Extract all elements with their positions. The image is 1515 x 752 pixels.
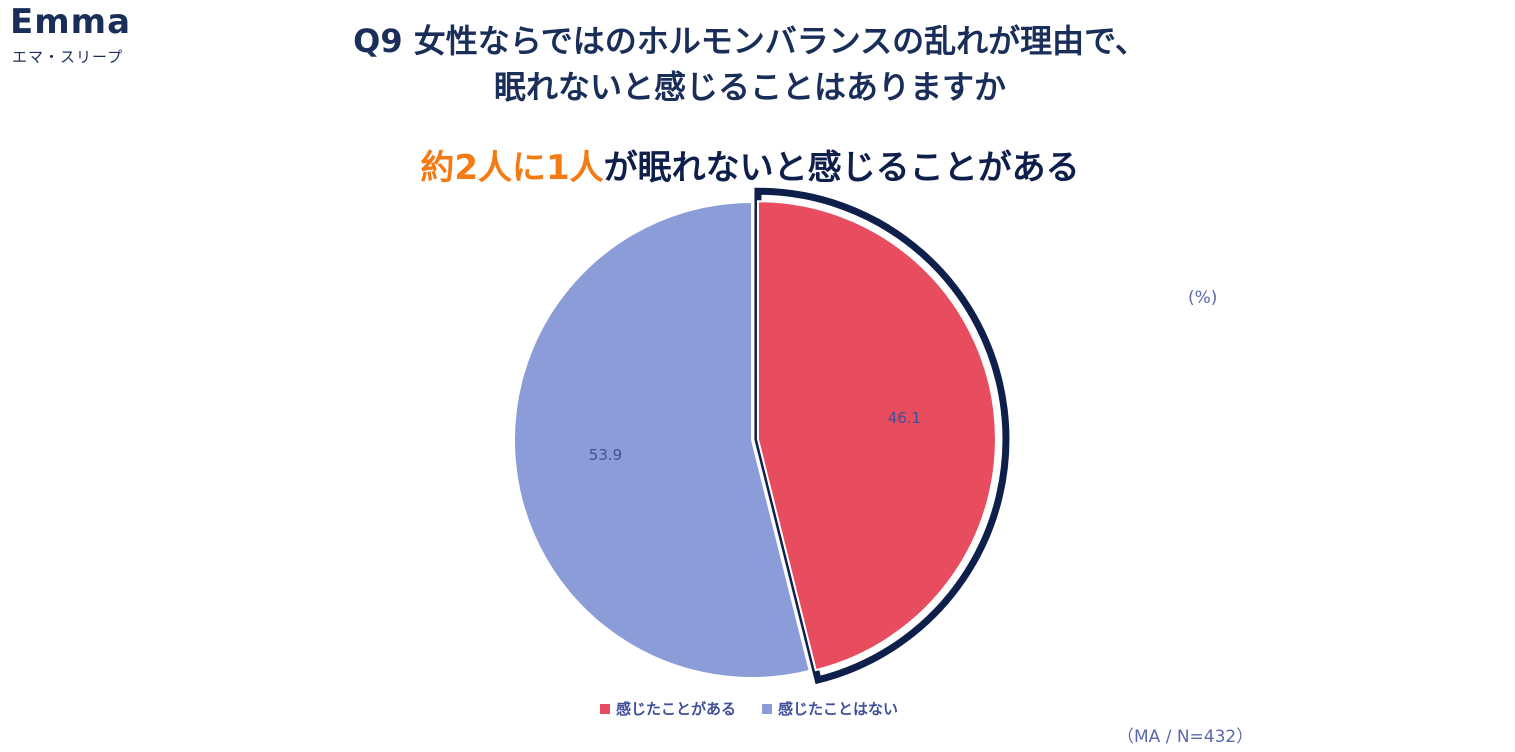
unit-label: (%) (1188, 288, 1218, 308)
legend-item-1: 感じたことはない (762, 698, 898, 719)
pie-slice-label-1: 53.9 (589, 446, 622, 464)
question-title-line2: 眠れないと感じることはありますか (493, 68, 1006, 106)
legend-item-0: 感じたことがある (600, 698, 736, 719)
headline: 約2人に1人が眠れないと感じることがある (200, 140, 1300, 189)
highlight-outline (754, 187, 1010, 685)
legend-label-1: 感じたことはない (778, 700, 899, 718)
sample-note: （MA / N=432） (1117, 727, 1254, 747)
logo-wordmark: Emma (10, 2, 132, 42)
pie-slice-0 (756, 200, 997, 672)
logo-subtitle: エマ・スリープ (12, 48, 124, 66)
legend-swatch-0 (600, 703, 610, 714)
headline-accent: 約2人に1人 (420, 148, 604, 188)
pie-slice-label-0: 46.1 (888, 409, 921, 427)
pie-slice-1 (513, 200, 811, 679)
emma-logo: Emma エマ・スリープ (10, 2, 150, 72)
question-title-line1: Q9 女性ならではのホルモンバランスの乱れが理由で、 (353, 22, 1147, 60)
legend-swatch-1 (762, 703, 773, 714)
question-title: Q9 女性ならではのホルモンバランスの乱れが理由で、 眠れないと感じることはあり… (200, 18, 1300, 110)
chart-legend: 感じたことがある 感じたことはない (600, 698, 898, 719)
headline-rest: が眠れないと感じることがある (603, 148, 1080, 188)
legend-label-0: 感じたことがある (616, 700, 737, 718)
